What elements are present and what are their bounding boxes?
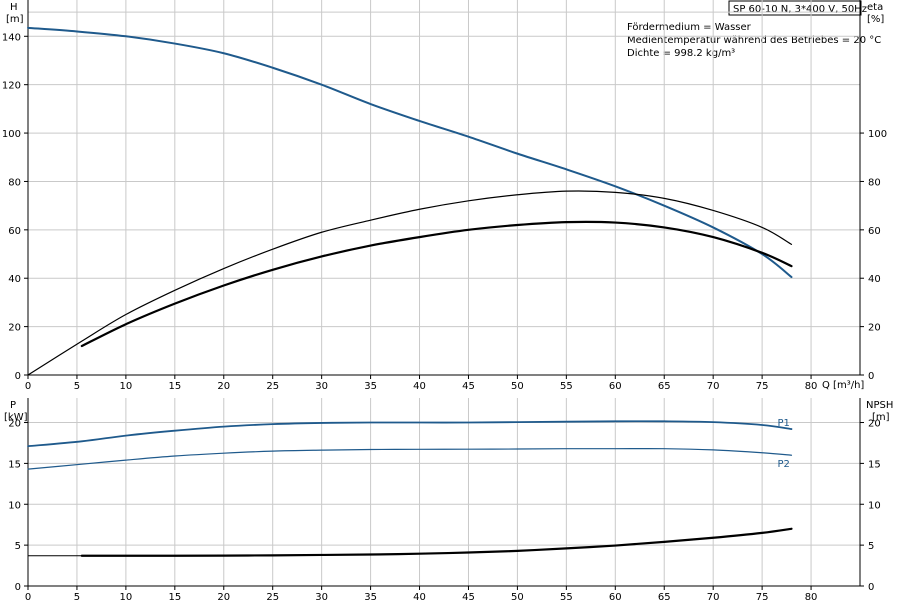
bottom-left-axis-title-line1: P — [10, 400, 16, 411]
bottom-plot: 0 5 10 15 20 25 30 35 40 45 50 55 60 65 70 75 8005101520… — [8, 398, 881, 600]
bottom-right-tick-label-20: 20 — [868, 419, 881, 430]
top-x-tick-label-35: 35 — [364, 381, 377, 392]
top-left-tick-label-120: 120 — [2, 81, 21, 92]
bottom-x-tick-label-25: 25 — [266, 592, 279, 600]
bottom-x-tick-label-10: 10 — [120, 592, 133, 600]
top-x-tick-label-15: 15 — [168, 381, 181, 392]
bottom-left-tick-label-0: 0 — [15, 582, 21, 593]
top-series-1-line — [27, 190, 793, 376]
bottom-left-tick-label-15: 15 — [8, 459, 21, 470]
bottom-left-tick-label-10: 10 — [8, 500, 21, 511]
bottom-x-tick-label-80: 80 — [805, 592, 818, 600]
bottom-x-tick-label-75: 75 — [756, 592, 769, 600]
info-line-medium: Fördermedium = Wasser — [627, 22, 752, 33]
bottom-right-tick-label-5: 5 — [868, 541, 874, 552]
top-x-tick-label-10: 10 — [120, 381, 133, 392]
top-x-tick-label-25: 25 — [266, 381, 279, 392]
chart-title: SP 60-10 N, 3*400 V, 50Hz — [733, 4, 867, 15]
top-x-tick-label-65: 65 — [658, 381, 671, 392]
bottom-series-p1-line — [27, 420, 793, 448]
bottom-right-tick-label-10: 10 — [868, 500, 881, 511]
top-x-tick-label-55: 55 — [560, 381, 573, 392]
top-right-tick-label-80: 80 — [868, 177, 881, 188]
bottom-x-tick-label-70: 70 — [707, 592, 720, 600]
bottom-x-tick-label-60: 60 — [609, 592, 622, 600]
top-x-tick-label-70: 70 — [707, 381, 720, 392]
top-left-tick-label-0: 0 — [15, 371, 21, 382]
bottom-series-label-p2: P2 — [777, 459, 789, 470]
top-x-tick-label-75: 75 — [756, 381, 769, 392]
top-left-tick-label-40: 40 — [8, 274, 21, 285]
top-right-tick-label-0: 0 — [868, 371, 874, 382]
top-x-tick-label-0: 0 — [25, 381, 31, 392]
bottom-x-tick-label-35: 35 — [364, 592, 377, 600]
bottom-series-p2-line — [27, 447, 793, 470]
top-right-tick-label-20: 20 — [868, 323, 881, 334]
top-left-axis-title-line2: [m] — [6, 14, 24, 25]
top-left-tick-label-80: 80 — [8, 177, 21, 188]
bottom-x-tick-label-20: 20 — [217, 592, 230, 600]
top-left-tick-label-20: 20 — [8, 323, 21, 334]
top-x-tick-label-30: 30 — [315, 381, 328, 392]
bottom-series-3-line — [80, 527, 793, 557]
bottom-left-axis-title-line2: [kW] — [4, 412, 28, 423]
bottom-x-tick-label-55: 55 — [560, 592, 573, 600]
bottom-series-label-p1: P1 — [777, 418, 789, 429]
bottom-x-tick-label-50: 50 — [511, 592, 524, 600]
top-left-tick-label-140: 140 — [2, 32, 21, 43]
top-series-2-line — [80, 220, 793, 348]
bottom-x-tick-label-45: 45 — [462, 592, 475, 600]
top-right-axis-title-line2: [%] — [867, 14, 884, 25]
top-right-tick-label-40: 40 — [868, 274, 881, 285]
top-x-tick-label-60: 60 — [609, 381, 622, 392]
bottom-x-tick-label-30: 30 — [315, 592, 328, 600]
top-left-tick-label-60: 60 — [8, 226, 21, 237]
top-x-tick-label-20: 20 — [217, 381, 230, 392]
bottom-x-tick-label-65: 65 — [658, 592, 671, 600]
info-line-density: Dichte = 998.2 kg/m³ — [627, 48, 735, 59]
bottom-right-axis-title-line2: [m] — [872, 412, 890, 423]
top-x-tick-label-40: 40 — [413, 381, 426, 392]
bottom-right-axis-title-line1: NPSH — [866, 400, 893, 411]
bottom-x-tick-label-5: 5 — [74, 592, 80, 600]
top-x-tick-label-5: 5 — [74, 381, 80, 392]
top-x-tick-label-80: 80 — [805, 381, 818, 392]
top-x-tick-label-50: 50 — [511, 381, 524, 392]
top-right-axis-title-line1: eta — [867, 2, 883, 13]
top-left-axis-title-line1: H — [10, 2, 18, 13]
bottom-left-tick-label-5: 5 — [15, 541, 21, 552]
bottom-x-tick-label-40: 40 — [413, 592, 426, 600]
top-right-tick-label-60: 60 — [868, 226, 881, 237]
bottom-right-tick-label-0: 0 — [868, 582, 874, 593]
bottom-right-tick-label-15: 15 — [868, 459, 881, 470]
bottom-x-tick-label-0: 0 — [25, 592, 31, 600]
top-left-tick-label-100: 100 — [2, 129, 21, 140]
info-line-temperature: Medientemperatur während des Betriebes =… — [627, 35, 881, 46]
top-right-tick-label-100: 100 — [868, 129, 887, 140]
top-x-tick-label-45: 45 — [462, 381, 475, 392]
bottom-left-tick-label-20: 20 — [8, 419, 21, 430]
top-x-axis-title: Q [m³/h] — [822, 380, 864, 391]
bottom-x-tick-label-15: 15 — [168, 592, 181, 600]
top-plot: 0 5 10 15 20 25 30 35 40 45 50 55 60 65 70 75 80 0 20 40 60 8… — [2, 0, 887, 392]
top-series-0-line — [27, 26, 793, 279]
